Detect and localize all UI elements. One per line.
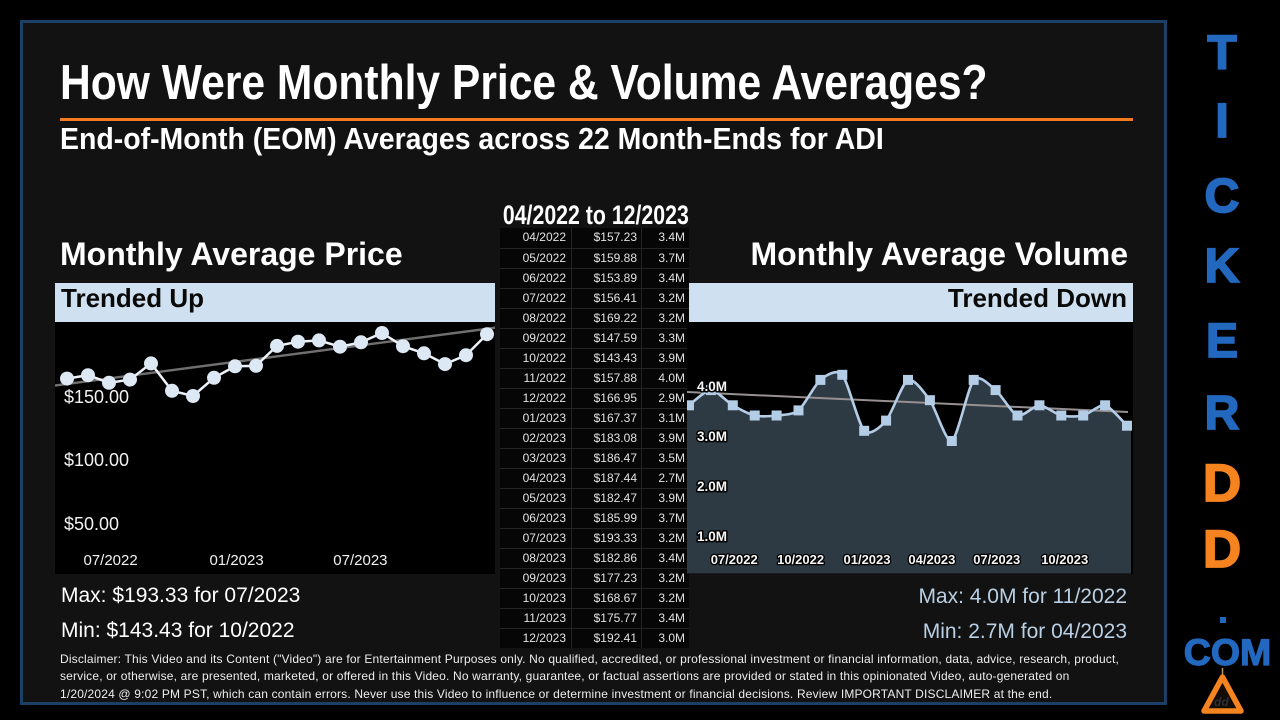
- svg-text:01/2023: 01/2023: [844, 552, 891, 567]
- svg-text:07/2022: 07/2022: [711, 552, 758, 567]
- svg-text:dd: dd: [1214, 695, 1229, 709]
- svg-text:4.0M: 4.0M: [697, 379, 727, 394]
- svg-text:07/2022: 07/2022: [83, 552, 137, 569]
- svg-text:3.0M: 3.0M: [697, 429, 727, 444]
- svg-text:$150.00: $150.00: [64, 387, 129, 407]
- svg-text:07/2023: 07/2023: [973, 552, 1020, 567]
- svg-text:10/2022: 10/2022: [777, 552, 824, 567]
- svg-text:01/2023: 01/2023: [209, 552, 263, 569]
- svg-text:1.0M: 1.0M: [697, 529, 727, 544]
- svg-text:07/2023: 07/2023: [333, 552, 387, 569]
- svg-text:2.0M: 2.0M: [697, 479, 727, 494]
- svg-text:04/2023: 04/2023: [908, 552, 955, 567]
- svg-text:10/2023: 10/2023: [1041, 552, 1088, 567]
- svg-text:$100.00: $100.00: [64, 450, 129, 470]
- svg-text:$50.00: $50.00: [64, 514, 119, 534]
